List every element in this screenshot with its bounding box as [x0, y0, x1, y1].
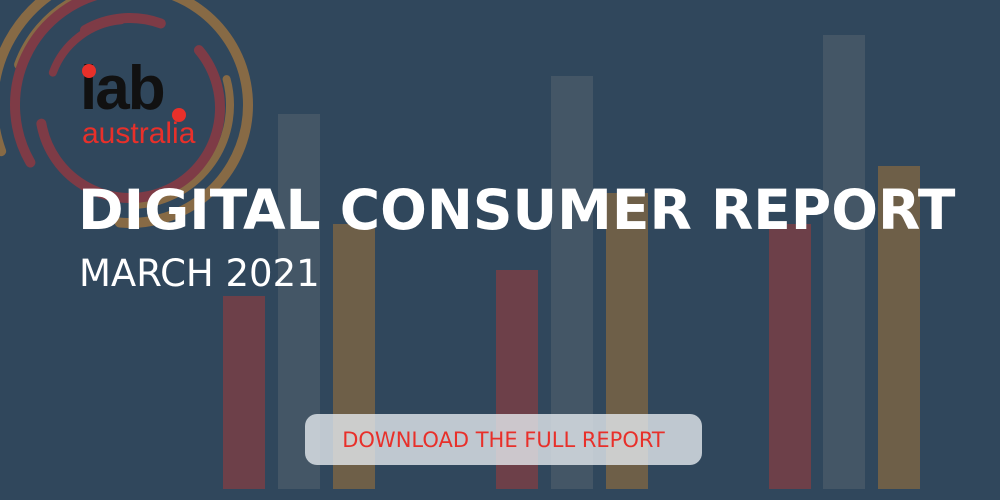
decorative-bar-grey	[823, 35, 865, 489]
decorative-arc	[0, 0, 52, 157]
logo-dot	[172, 108, 186, 122]
logo-dot	[82, 64, 96, 78]
page-title: DIGITAL CONSUMER REPORT	[78, 178, 956, 242]
iab-australia-logo: iab australia	[80, 54, 196, 150]
download-report-button[interactable]: DOWNLOAD THE FULL REPORT	[305, 414, 702, 465]
decorative-arc	[48, 16, 126, 77]
decorative-bar-red	[223, 296, 265, 489]
decorative-arc	[134, 75, 234, 209]
decorative-arc	[36, 45, 225, 203]
decorative-arc	[10, 0, 98, 168]
decorative-bar-gold	[878, 166, 920, 489]
page-subtitle: MARCH 2021	[79, 252, 320, 295]
decorative-bar-red	[769, 224, 811, 489]
